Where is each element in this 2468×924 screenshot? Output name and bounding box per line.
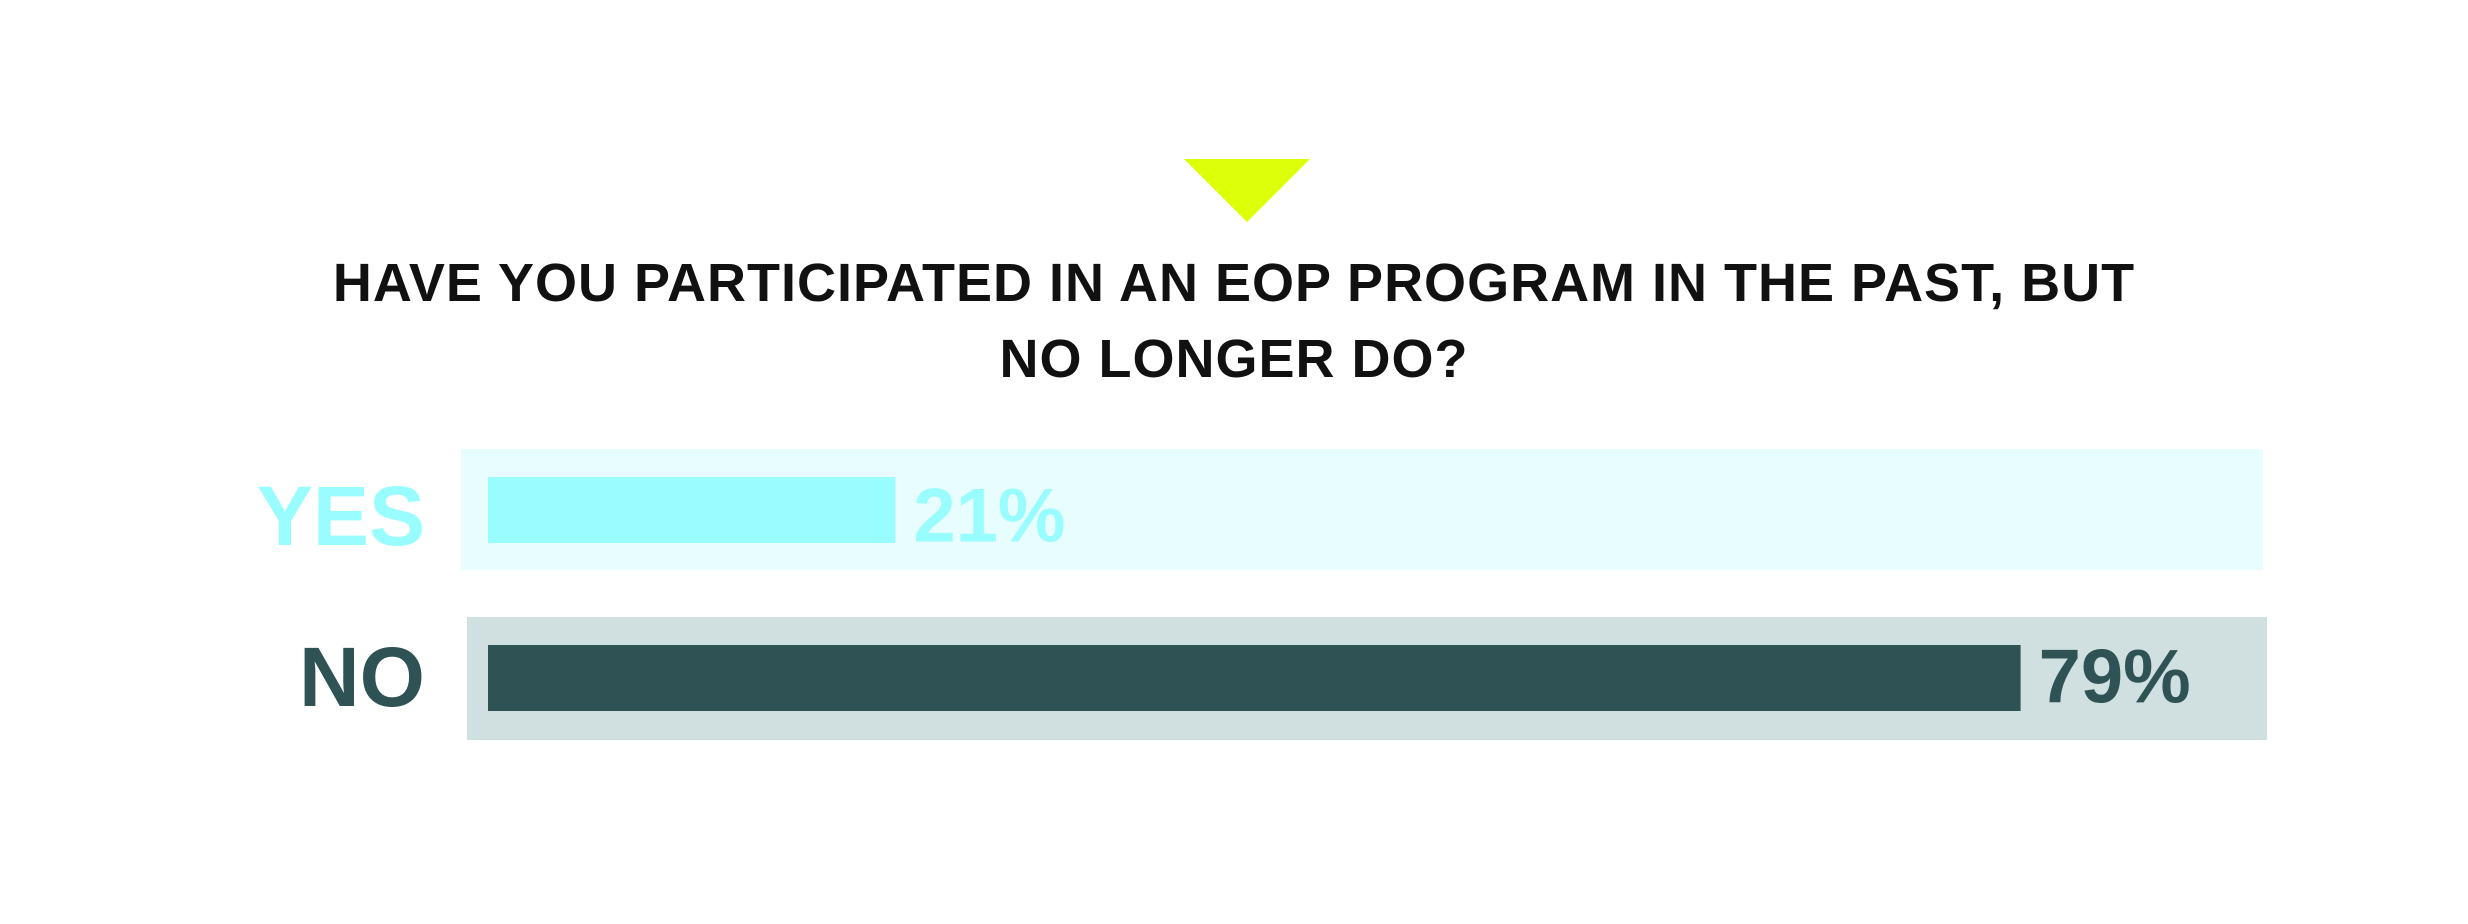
chart-title: HAVE YOU PARTICIPATED IN AN EOP PROGRAM … — [332, 253, 2136, 389]
bar — [488, 477, 896, 543]
triangle-marker — [1184, 159, 1310, 222]
value-label: 21% — [913, 474, 1065, 559]
bar — [488, 645, 2021, 711]
category-label: NO — [299, 630, 425, 724]
category-label: YES — [257, 469, 425, 563]
value-label: 79% — [2039, 635, 2191, 720]
